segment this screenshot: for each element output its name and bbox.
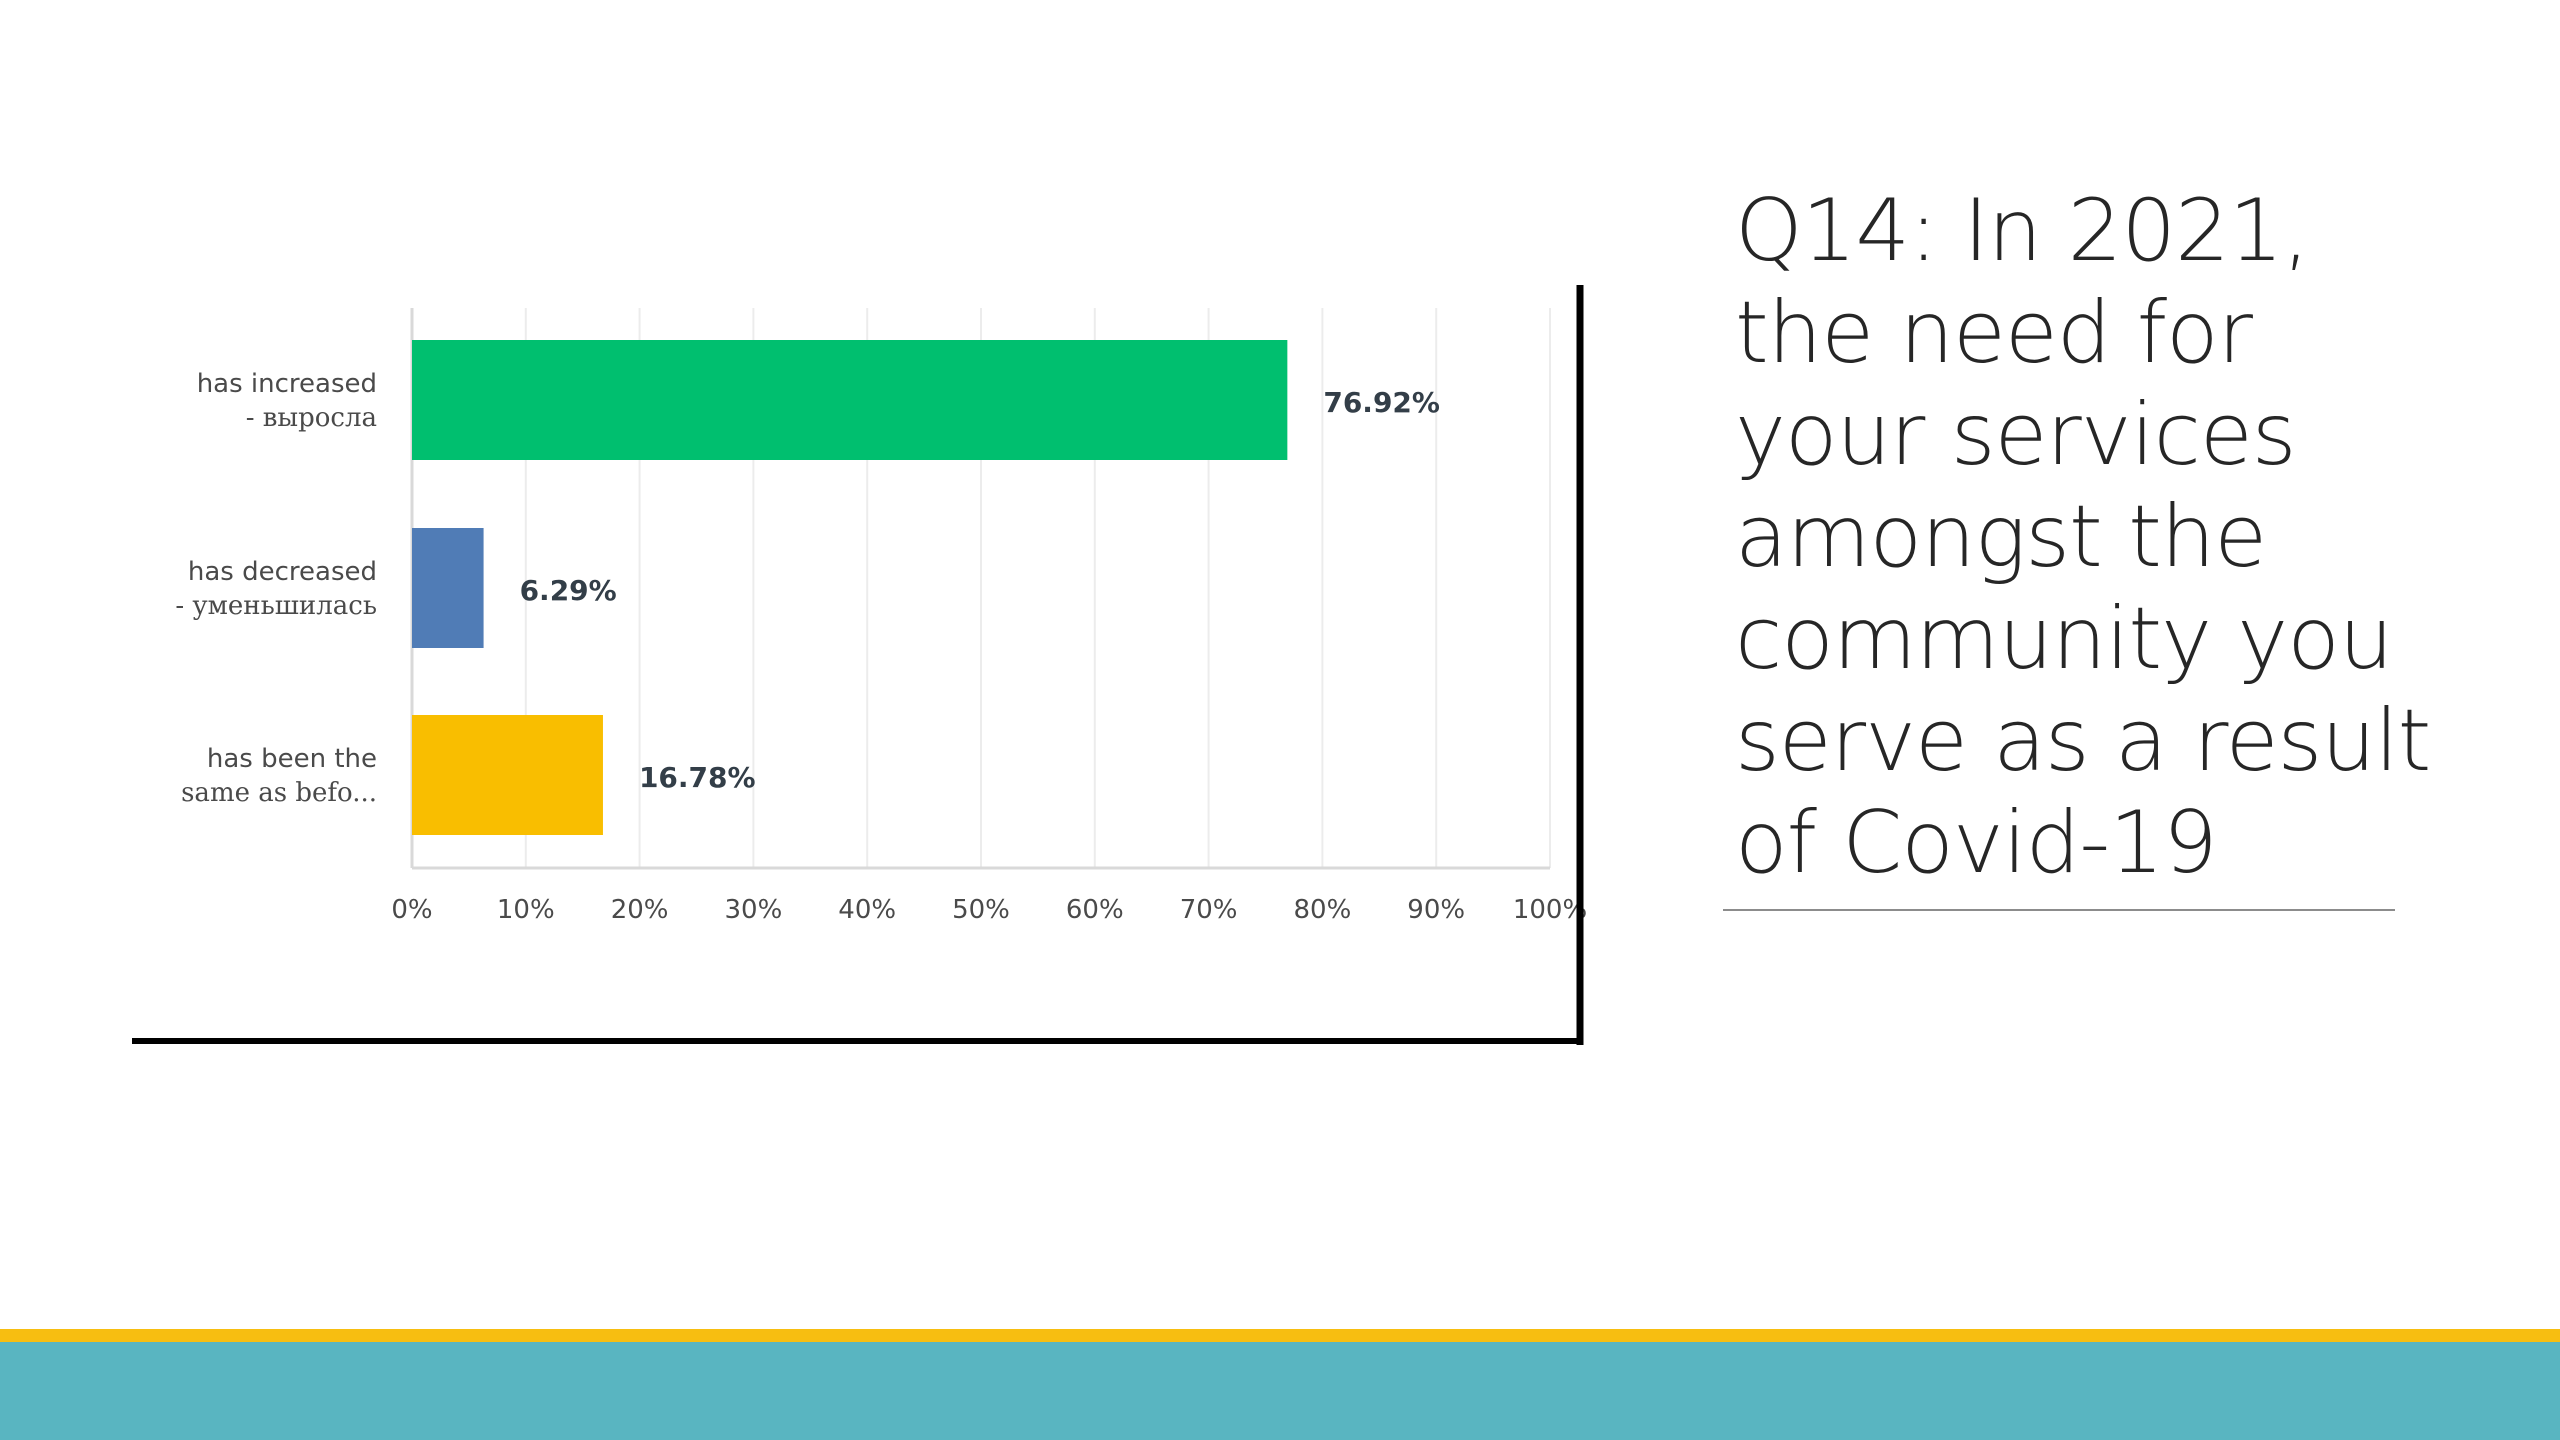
chart-x-tick-labels: 0% 10% 20% 30% 40% 50% 60% 70% 80% 90% 100% bbox=[391, 895, 1587, 925]
chart-value-labels: 76.92% 6.29% 16.78% bbox=[520, 386, 1440, 794]
chart-category-label: has been the bbox=[207, 744, 377, 774]
chart-value-label: 6.29% bbox=[520, 574, 617, 607]
chart-x-tick-label: 30% bbox=[725, 895, 783, 925]
chart-category-label: has decreased bbox=[188, 557, 377, 587]
slide-title-line: of Covid-19 bbox=[1735, 793, 2218, 893]
chart-category-labels: has increased - выросла has decreased - уме… bbox=[175, 369, 377, 808]
chart-category-label: - уменьшилась bbox=[175, 591, 377, 621]
chart-x-tick-label: 60% bbox=[1066, 895, 1124, 925]
chart-category-label: has increased bbox=[197, 369, 377, 399]
chart-x-tick-label: 100% bbox=[1513, 895, 1587, 925]
slide-title-line: community you bbox=[1735, 589, 2393, 689]
chart-bar bbox=[412, 715, 603, 835]
chart-value-label: 76.92% bbox=[1323, 386, 1440, 419]
chart-value-label: 16.78% bbox=[639, 761, 756, 794]
chart-bar bbox=[412, 340, 1288, 460]
slide-title-line: amongst the bbox=[1735, 487, 2267, 587]
chart-x-tick-label: 40% bbox=[838, 895, 896, 925]
chart-x-tick-label: 20% bbox=[611, 895, 669, 925]
footer-gold-stripe bbox=[0, 1329, 2560, 1342]
slide-title-line: the need for bbox=[1735, 283, 2253, 383]
slide-title-line: serve as a result bbox=[1735, 691, 2431, 791]
slide-title-line: Q14: In 2021, bbox=[1735, 181, 2310, 281]
footer-teal-band bbox=[0, 1342, 2560, 1440]
title-divider bbox=[1723, 909, 2395, 911]
chart-bars bbox=[412, 340, 1288, 835]
chart-bar bbox=[412, 528, 484, 648]
chart-x-tick-label: 90% bbox=[1407, 895, 1465, 925]
chart-x-tick-label: 80% bbox=[1294, 895, 1352, 925]
chart-category-label: - выросла bbox=[246, 403, 377, 433]
slide-title-line: your services bbox=[1735, 385, 2297, 485]
chart-x-tick-label: 70% bbox=[1180, 895, 1238, 925]
slide-title: Q14: In 2021, the need for your services… bbox=[1735, 180, 2435, 894]
chart-x-tick-label: 0% bbox=[391, 895, 432, 925]
chart-category-label: same as befo... bbox=[181, 778, 377, 808]
chart-x-tick-label: 10% bbox=[497, 895, 555, 925]
chart-x-tick-label: 50% bbox=[952, 895, 1010, 925]
